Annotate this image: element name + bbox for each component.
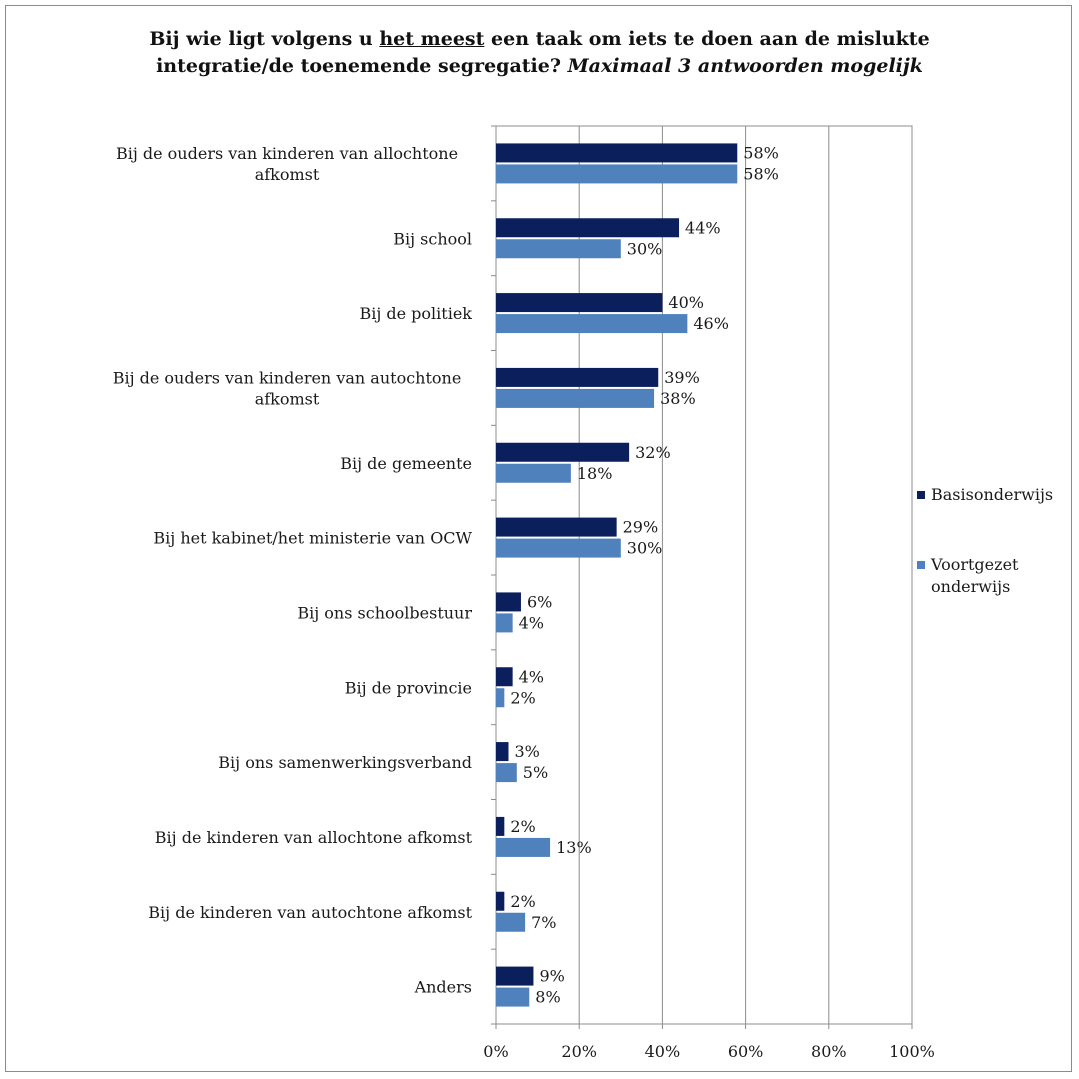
category-label: Bij ons samenwerkingsverband — [218, 753, 472, 772]
chart-title: Bij wie ligt volgens u het meest een taa… — [0, 26, 1079, 80]
x-tick-label: 40% — [645, 1042, 681, 1061]
bar-voortgezet-onderwijs — [496, 688, 505, 708]
data-label-basisonderwijs: 4% — [519, 667, 544, 686]
data-label-voortgezet-onderwijs: 8% — [535, 988, 560, 1007]
category-label: Bij de kinderen van autochtone afkomst — [148, 903, 472, 922]
category-label: Bij ons schoolbestuur — [297, 603, 472, 622]
legend-label-line: Voortgezet — [930, 555, 1019, 574]
bar-basisonderwijs — [496, 966, 534, 986]
bar-voortgezet-onderwijs — [496, 239, 621, 259]
bar-basisonderwijs — [496, 218, 680, 238]
data-label-voortgezet-onderwijs: 46% — [693, 314, 729, 333]
data-label-basisonderwijs: 6% — [527, 592, 552, 611]
category-label-line: Bij de provincie — [345, 678, 472, 697]
data-label-voortgezet-onderwijs: 7% — [531, 913, 556, 932]
legend-swatch — [917, 561, 925, 569]
bar-basisonderwijs — [496, 592, 521, 612]
bar-basisonderwijs — [496, 442, 630, 462]
data-label-voortgezet-onderwijs: 38% — [660, 389, 696, 408]
category-label: Bij het kabinet/het ministerie van OCW — [153, 529, 472, 548]
bar-voortgezet-onderwijs — [496, 912, 526, 932]
chart-title-part-3: integratie/de toenemende segregatie? — [156, 55, 568, 77]
data-label-basisonderwijs: 40% — [668, 293, 704, 312]
category-label-line: afkomst — [255, 389, 320, 408]
category-label-line: Bij de gemeente — [340, 454, 472, 473]
category-label-line: Bij de kinderen van allochtone afkomst — [155, 828, 473, 847]
category-label-line: Bij school — [393, 229, 472, 248]
data-label-voortgezet-onderwijs: 58% — [743, 164, 779, 183]
bar-voortgezet-onderwijs — [496, 164, 738, 184]
legend-swatch — [917, 491, 925, 499]
data-label-basisonderwijs: 9% — [539, 967, 564, 986]
data-label-voortgezet-onderwijs: 5% — [523, 763, 548, 782]
data-label-basisonderwijs: 3% — [514, 742, 539, 761]
legend-label-line: onderwijs — [931, 577, 1010, 596]
data-label-basisonderwijs: 32% — [635, 443, 671, 462]
data-label-voortgezet-onderwijs: 18% — [577, 464, 613, 483]
bar-basisonderwijs — [496, 517, 617, 537]
category-label-line: afkomst — [255, 165, 320, 184]
data-label-basisonderwijs: 29% — [623, 518, 659, 537]
chart-title-emphasis: het meest — [379, 28, 485, 50]
category-label-line: Bij het kabinet/het ministerie van OCW — [153, 529, 472, 548]
plot-area — [495, 125, 913, 1025]
category-label-line: Anders — [414, 978, 472, 997]
data-label-voortgezet-onderwijs: 30% — [627, 539, 663, 558]
category-label-line: Bij de ouders van kinderen van allochton… — [116, 144, 458, 163]
x-tick-label: 80% — [811, 1042, 847, 1061]
x-tick-label: 20% — [561, 1042, 597, 1061]
bar-voortgezet-onderwijs — [496, 987, 530, 1007]
x-tick-label: 100% — [889, 1042, 935, 1061]
category-label-line: Bij de politiek — [359, 304, 472, 323]
category-label: Bij school — [393, 229, 472, 248]
category-label: Bij de ouders van kinderen van allochton… — [116, 144, 458, 184]
bar-basisonderwijs — [496, 667, 513, 687]
chart-title-note: Maximaal 3 antwoorden mogelijk — [567, 55, 923, 77]
category-label-line: Bij ons schoolbestuur — [297, 603, 472, 622]
bar-basisonderwijs — [496, 891, 505, 911]
data-label-voortgezet-onderwijs: 13% — [556, 838, 592, 857]
category-label-line: Bij de ouders van kinderen van autochton… — [113, 368, 462, 387]
data-label-basisonderwijs: 58% — [743, 143, 779, 162]
bar-voortgezet-onderwijs — [496, 388, 655, 408]
data-label-voortgezet-onderwijs: 30% — [627, 239, 663, 258]
bar-voortgezet-onderwijs — [496, 463, 571, 483]
category-label: Bij de kinderen van allochtone afkomst — [155, 828, 473, 847]
chart-title-part-2: een taak om iets te doen aan de mislukte — [484, 28, 930, 50]
bar-basisonderwijs — [496, 367, 659, 387]
x-tick-label: 0% — [483, 1042, 508, 1061]
data-label-basisonderwijs: 2% — [510, 817, 535, 836]
bar-voortgezet-onderwijs — [496, 314, 688, 334]
bar-basisonderwijs — [496, 293, 663, 313]
bar-voortgezet-onderwijs — [496, 763, 517, 783]
data-label-basisonderwijs: 44% — [685, 218, 721, 237]
category-label-line: Bij de kinderen van autochtone afkomst — [148, 903, 472, 922]
category-label: Bij de gemeente — [340, 454, 472, 473]
data-label-basisonderwijs: 39% — [664, 368, 700, 387]
category-label: Bij de politiek — [359, 304, 472, 323]
legend-label: Voortgezet onderwijs — [930, 555, 1019, 596]
category-label: Bij de provincie — [345, 678, 472, 697]
data-label-voortgezet-onderwijs: 2% — [510, 688, 535, 707]
category-label-line: Bij ons samenwerkingsverband — [218, 753, 472, 772]
data-label-basisonderwijs: 2% — [510, 892, 535, 911]
bar-voortgezet-onderwijs — [496, 538, 621, 558]
chart-title-part-1: Bij wie ligt volgens u — [149, 28, 380, 50]
data-label-voortgezet-onderwijs: 4% — [519, 613, 544, 632]
legend-label: Basisonderwijs — [931, 485, 1053, 504]
bar-voortgezet-onderwijs — [496, 613, 513, 633]
bar-basisonderwijs — [496, 143, 738, 163]
bar-voortgezet-onderwijs — [496, 837, 551, 857]
chart-title-line-1: Bij wie ligt volgens u het meest een taa… — [0, 26, 1079, 53]
category-label: Anders — [414, 978, 472, 997]
category-label: Bij de ouders van kinderen van autochton… — [113, 368, 462, 408]
x-tick-label: 60% — [728, 1042, 764, 1061]
legend-label-line: Basisonderwijs — [931, 485, 1053, 504]
chart-title-line-2: integratie/de toenemende segregatie? Max… — [0, 53, 1079, 80]
bar-basisonderwijs — [496, 816, 505, 836]
bar-basisonderwijs — [496, 742, 509, 762]
